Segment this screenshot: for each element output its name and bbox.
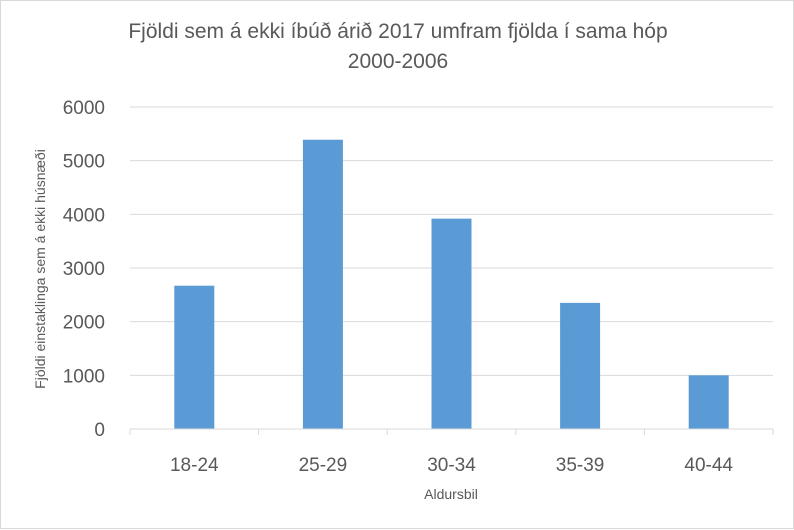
chart-title-line-1: Fjöldi sem á ekki íbúð árið 2017 umfram … bbox=[128, 20, 668, 43]
bar-40-44 bbox=[688, 375, 729, 429]
x-axis-ticks: 18-24 25-29 30-34 35-39 40-44 bbox=[170, 455, 733, 476]
y-tick-label: 4000 bbox=[63, 205, 105, 226]
x-axis bbox=[129, 428, 774, 435]
y-tick-label: 5000 bbox=[63, 152, 105, 173]
x-tick-label: 30-34 bbox=[427, 455, 476, 476]
bar-30-34 bbox=[431, 218, 472, 429]
bars bbox=[174, 139, 729, 429]
y-axis-ticks: 0 1000 2000 3000 4000 5000 6000 bbox=[63, 98, 105, 441]
bar-25-29 bbox=[302, 139, 343, 429]
y-tick-label: 2000 bbox=[63, 313, 105, 334]
y-tick-label: 6000 bbox=[63, 98, 105, 119]
x-tick-label: 25-29 bbox=[299, 455, 348, 476]
bar-35-39 bbox=[560, 302, 601, 429]
y-axis-title: Fjöldi einstaklinga sem á ekki húsnæði bbox=[32, 149, 48, 389]
x-axis-title: Aldursbil bbox=[424, 486, 478, 502]
chart-title: Fjöldi sem á ekki íbúð árið 2017 umfram … bbox=[1, 17, 794, 77]
x-tick-label: 35-39 bbox=[556, 455, 605, 476]
x-tick-label: 40-44 bbox=[684, 455, 733, 476]
x-tick-label: 18-24 bbox=[170, 455, 219, 476]
y-tick-label: 0 bbox=[94, 420, 105, 441]
bar-18-24 bbox=[174, 285, 215, 429]
chart-title-line-2: 2000-2006 bbox=[347, 50, 449, 73]
y-tick-label: 3000 bbox=[63, 259, 105, 280]
y-tick-label: 1000 bbox=[63, 366, 105, 387]
